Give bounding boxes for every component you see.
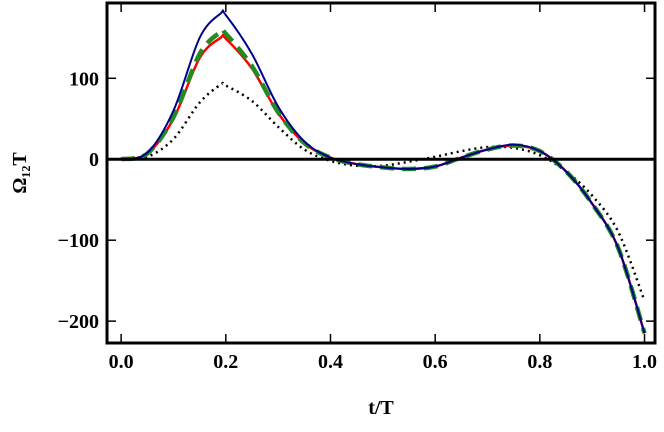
y-tick-label: 100 <box>69 68 99 90</box>
x-tick-label: 0.4 <box>318 351 343 373</box>
series-line <box>120 9 646 334</box>
y-tick-label: −100 <box>58 230 99 252</box>
x-tick-label: 0.6 <box>423 351 448 373</box>
series-line <box>120 27 647 334</box>
x-tick-label: 0.8 <box>527 351 552 373</box>
x-tick-label: 0.0 <box>109 351 134 373</box>
y-axis-label: Ω₁₂T <box>9 152 31 194</box>
series-line <box>121 81 646 302</box>
y-tick-label: 0 <box>89 149 99 171</box>
x-tick-label: 1.0 <box>632 351 657 373</box>
y-tick-label: −200 <box>58 311 99 333</box>
x-tick-label: 0.2 <box>213 351 238 373</box>
x-axis-label: t/T <box>368 397 394 419</box>
series-line <box>120 33 646 334</box>
plot-frame <box>105 1 657 345</box>
